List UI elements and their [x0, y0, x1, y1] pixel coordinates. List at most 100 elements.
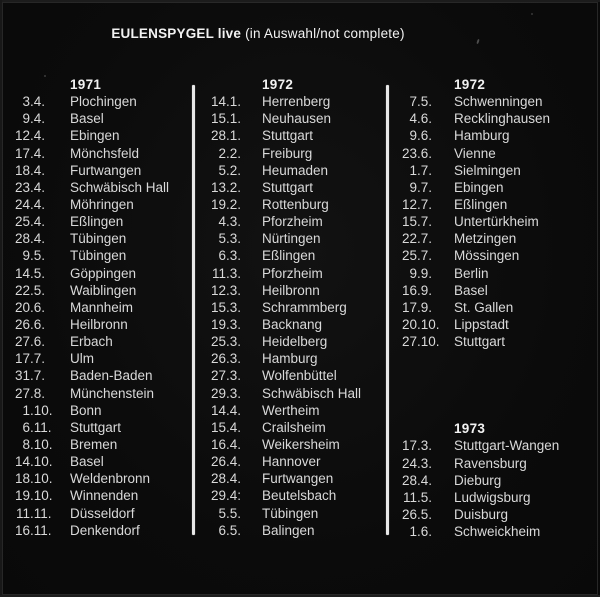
concert-city: Vienne: [454, 145, 496, 161]
concert-row: 17.3. Stuttgart-Wangen: [390, 437, 595, 454]
concert-date-day: 17: [401, 299, 417, 315]
concert-date: 13.2.: [196, 180, 241, 195]
concert-date-day: 5: [218, 162, 226, 178]
concert-date: 9.9.: [390, 266, 432, 281]
concert-date-day: 18: [14, 162, 30, 178]
column-1972-1973-right: 1972 7.5. Schwenningen 4.6. Recklinghausen 9.…: [390, 76, 595, 540]
concert-date-month: .3.: [226, 231, 242, 247]
concert-date-day: 27: [14, 385, 30, 401]
concert-date-day: 23: [401, 145, 417, 161]
concert-date: 15.4.: [196, 420, 241, 435]
concert-row: 27.6. Erbach: [0, 333, 156, 350]
concert-date: 26.4.: [196, 454, 241, 469]
concert-row: 1.10. Bonn: [0, 402, 156, 419]
concert-city: Freiburg: [262, 145, 313, 161]
concert-date-month: .4:: [226, 488, 242, 504]
concert-date-day: 29: [210, 385, 226, 401]
concert-date: 3.4.: [0, 94, 45, 109]
concert-date-day: 27: [401, 334, 417, 350]
concert-row: 4.6. Recklinghausen: [390, 110, 595, 127]
concert-date-month: .5.: [30, 265, 46, 281]
concert-date-day: 26: [401, 506, 417, 522]
concert-row: 26.4. Hannover: [196, 453, 384, 470]
concert-row: 9.5. Tübingen: [0, 247, 156, 264]
concert-date: 5.2.: [196, 163, 241, 178]
concert-row: 18.10. Weldenbronn: [0, 470, 156, 487]
concert-row: 23.4. Schwäbisch Hall: [0, 179, 169, 196]
concert-date-day: 5: [218, 505, 226, 521]
concert-date-month: .5.: [417, 94, 433, 110]
concert-row: 31.7. Baden-Baden: [0, 367, 156, 384]
concert-date: 15.1.: [196, 111, 241, 126]
title-note: (in Auswahl/not complete): [245, 26, 405, 41]
concert-city: Tübingen: [262, 505, 319, 521]
concert-city: Düsseldorf: [70, 505, 135, 521]
concert-date-day: 3: [22, 94, 30, 110]
concert-date-month: .9.: [417, 282, 433, 298]
concert-city: Rottenburg: [262, 196, 329, 212]
concert-city: Untertürkheim: [454, 214, 539, 230]
concert-city: Duisburg: [454, 506, 509, 522]
concert-row: 25.7. Mössingen: [390, 247, 595, 264]
concert-date-month: .4.: [30, 196, 46, 212]
year-section: 1972 7.5. Schwenningen 4.6. Recklinghausen 9.…: [390, 76, 595, 350]
concert-date-month: .3.: [226, 282, 242, 298]
concert-date: 27.10.: [390, 334, 440, 349]
concert-row: 14.5. Göppingen: [0, 265, 156, 282]
concert-city: Göppingen: [70, 265, 137, 281]
concert-date: 27.6.: [0, 334, 45, 349]
year-header: 1972: [454, 77, 486, 92]
concert-date: 14.10.: [0, 454, 53, 469]
concert-date: 19.2.: [196, 197, 241, 212]
concert-row: 12.3. Heilbronn: [196, 282, 384, 299]
concert-city: Ebingen: [454, 179, 504, 195]
concert-date-day: 14: [210, 402, 226, 418]
concert-city: Tübingen: [70, 248, 127, 264]
concert-date-day: 14: [14, 454, 30, 470]
concert-date-month: .1.: [226, 128, 242, 144]
concert-date-day: 20: [401, 316, 417, 332]
concert-city: Erbach: [70, 334, 113, 350]
concert-date-month: .6.: [417, 524, 433, 540]
concert-row: 12.7. Eßlingen: [390, 196, 595, 213]
concert-row: 23.6. Vienne: [390, 145, 595, 162]
concert-date-day: 12: [210, 282, 226, 298]
concert-date-month: .5.: [30, 248, 46, 264]
concert-date-month: .4.: [226, 402, 242, 418]
concert-row: 26.6. Heilbronn: [0, 316, 156, 333]
concert-city: Denkendorf: [70, 522, 140, 538]
concert-row: 19.10. Winnenden: [0, 487, 156, 504]
concert-date: 28.4.: [0, 231, 45, 246]
concert-row: 9.4. Basel: [0, 110, 156, 127]
concert-date: 14.1.: [196, 94, 241, 109]
concert-date-month: .6.: [417, 128, 433, 144]
concert-date-day: 22: [401, 231, 417, 247]
concert-date-month: .4.: [226, 436, 242, 452]
concert-date-day: 28: [14, 231, 30, 247]
concert-row: 15.7. Untertürkheim: [390, 213, 595, 230]
concert-date-month: .4.: [226, 471, 242, 487]
concert-city: Berlin: [454, 265, 489, 281]
concert-date-day: 6: [218, 522, 226, 538]
concert-row: 28.4. Dieburg: [390, 472, 595, 489]
concert-date-day: 15: [210, 111, 226, 127]
concert-date-day: 12: [14, 128, 30, 144]
column-divider-2: [386, 85, 389, 535]
concert-city: Pforzheim: [262, 214, 323, 230]
concert-date: 19.3.: [196, 317, 241, 332]
concert-city: Weikersheim: [262, 436, 340, 452]
concert-date-month: .3.: [226, 299, 242, 315]
concert-date: 5.3.: [196, 231, 241, 246]
concert-city: Weldenbronn: [70, 471, 151, 487]
concert-date-day: 17: [14, 145, 30, 161]
concert-city: Heilbronn: [262, 282, 320, 298]
concert-city: Herrenberg: [262, 94, 331, 110]
concert-date-month: .2.: [226, 179, 242, 195]
concert-date-day: 14: [210, 94, 226, 110]
concert-city: Nürtingen: [262, 231, 321, 247]
concert-date: 16.11.: [0, 523, 52, 538]
concert-date: 17.3.: [390, 438, 432, 453]
concert-city: Möhringen: [70, 196, 134, 212]
concert-date: 12.3.: [196, 283, 241, 298]
concert-date: 14.5.: [0, 266, 45, 281]
